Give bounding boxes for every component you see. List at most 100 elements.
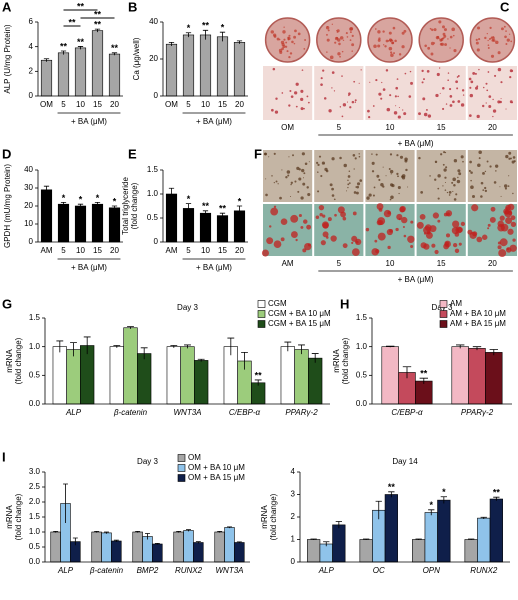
texture xyxy=(397,175,399,178)
error-bar xyxy=(219,212,226,218)
texture xyxy=(266,237,274,245)
texture xyxy=(505,30,507,32)
y-tick-label: 0.5 xyxy=(356,370,368,379)
texture xyxy=(498,249,507,258)
error-bar xyxy=(56,340,64,353)
texture xyxy=(469,86,472,89)
texture xyxy=(355,240,359,244)
x-tick-label: 5 xyxy=(61,100,66,109)
texture xyxy=(372,105,375,107)
texture xyxy=(289,89,292,92)
texture xyxy=(390,173,392,175)
texture xyxy=(431,28,434,32)
texture xyxy=(287,36,291,41)
texture xyxy=(354,99,357,102)
texture xyxy=(336,30,338,32)
texture xyxy=(480,195,483,198)
bar xyxy=(308,357,323,405)
texture xyxy=(448,190,452,194)
texture xyxy=(433,28,437,32)
texture xyxy=(396,78,399,80)
error-bar xyxy=(72,537,78,546)
y-tick-label: 3 xyxy=(291,490,296,499)
bar xyxy=(234,542,245,563)
texture xyxy=(275,97,278,100)
texture xyxy=(444,176,447,179)
bar xyxy=(74,205,87,243)
texture xyxy=(331,187,334,191)
bar xyxy=(182,208,195,243)
bar xyxy=(182,34,195,97)
texture xyxy=(429,27,432,30)
texture xyxy=(331,23,333,25)
texture xyxy=(391,41,395,45)
texture xyxy=(452,100,455,104)
texture xyxy=(303,107,305,110)
error-bar xyxy=(468,538,475,540)
bar xyxy=(216,215,229,243)
texture xyxy=(410,81,413,85)
texture xyxy=(351,34,354,37)
y-tick-label: 0.5 xyxy=(147,213,159,222)
texture xyxy=(458,172,462,176)
texture xyxy=(454,248,460,254)
x-tick-label: C/EBP-α xyxy=(229,408,261,417)
texture xyxy=(468,77,472,81)
texture xyxy=(493,181,497,184)
texture xyxy=(462,160,464,163)
bar xyxy=(199,212,212,243)
texture xyxy=(485,82,488,85)
error-bar xyxy=(43,58,50,62)
texture xyxy=(437,219,441,223)
significance: ** xyxy=(60,41,68,51)
texture xyxy=(487,71,490,73)
error-bar xyxy=(60,50,67,55)
texture xyxy=(346,190,348,192)
texture xyxy=(448,194,451,196)
panel-letter: B xyxy=(128,0,137,14)
x-tick-label: OC xyxy=(373,566,385,575)
texture xyxy=(442,86,445,90)
y-axis-label: mRNA xyxy=(260,505,269,529)
texture xyxy=(482,189,485,192)
texture xyxy=(504,35,507,39)
texture xyxy=(297,32,301,36)
error-bar xyxy=(113,539,119,542)
texture xyxy=(456,179,461,184)
error-bar xyxy=(236,205,243,216)
texture xyxy=(470,185,474,190)
chart-title: Day 3 xyxy=(137,457,158,466)
texture xyxy=(499,238,508,247)
texture xyxy=(396,172,399,176)
texture xyxy=(482,86,485,89)
texture xyxy=(436,35,440,39)
texture xyxy=(274,110,279,114)
legend-swatch xyxy=(257,300,266,308)
texture xyxy=(487,44,490,47)
texture xyxy=(442,163,445,166)
bar xyxy=(332,524,346,563)
texture xyxy=(442,185,444,187)
texture xyxy=(505,43,508,46)
error-bar xyxy=(241,352,248,370)
texture xyxy=(490,54,495,58)
texture xyxy=(352,211,357,216)
texture xyxy=(410,220,414,224)
x-tick-label: 20 xyxy=(235,100,244,109)
texture xyxy=(331,87,333,89)
texture xyxy=(449,95,453,98)
texture xyxy=(470,80,474,84)
texture xyxy=(407,186,409,188)
x-tick-label: 20 xyxy=(235,246,244,255)
x-tick-label: 10 xyxy=(201,246,210,255)
panel-letter: E xyxy=(128,146,137,161)
texture xyxy=(318,155,322,158)
texture xyxy=(440,153,443,156)
texture xyxy=(442,37,445,39)
texture xyxy=(356,182,361,186)
texture xyxy=(495,170,497,172)
error-bar xyxy=(94,202,101,206)
error-bar xyxy=(170,345,178,348)
texture xyxy=(451,27,455,32)
